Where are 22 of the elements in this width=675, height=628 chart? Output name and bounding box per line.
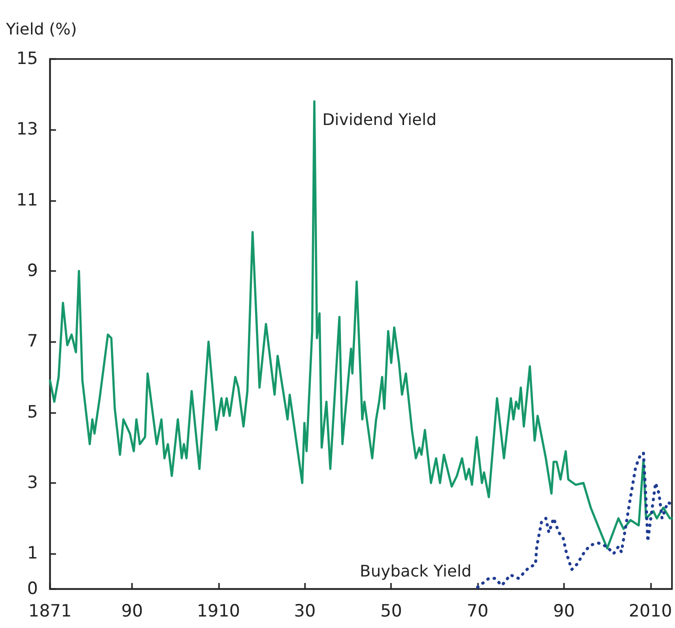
series-label: Dividend Yield [322, 110, 436, 129]
y-tick-label: 13 [16, 120, 38, 140]
y-tick-label: 3 [27, 473, 38, 493]
y-tick-label: 15 [16, 49, 38, 69]
x-tick-label: 50 [380, 602, 402, 622]
y-axis-title: Yield (%) [5, 20, 77, 38]
y-tick-label: 0 [27, 579, 38, 599]
y-tick-label: 5 [27, 402, 38, 422]
y-tick-label: 9 [27, 261, 38, 281]
y-tick-label: 11 [16, 190, 38, 210]
y-tick-label: 7 [27, 332, 38, 352]
line-series [48, 100, 674, 550]
line-series [476, 451, 674, 589]
x-tick-label: 1910 [196, 602, 240, 622]
series-label: Buyback Yield [360, 562, 472, 581]
x-tick-label: 90 [121, 602, 143, 622]
x-tick-label: 30 [294, 602, 316, 622]
y-tick-label: 1 [27, 544, 38, 564]
x-tick-label: 90 [553, 602, 575, 622]
x-tick-label: 1871 [28, 602, 72, 622]
x-tick-label: 2010 [628, 602, 672, 622]
x-tick-label: 70 [466, 602, 488, 622]
